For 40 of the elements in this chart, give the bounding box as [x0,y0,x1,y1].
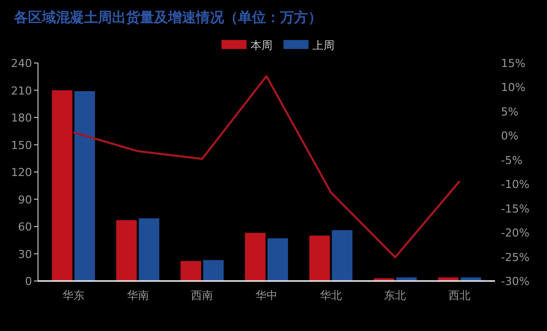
y-tick-label: 0 [25,275,32,288]
bar [74,91,95,281]
x-tick-label: 华北 [320,289,342,302]
y2-tick-label: 10% [501,81,526,94]
x-tick-label: 华南 [126,289,149,302]
legend-label: 上周 [312,39,334,52]
y2-tick-label: -25% [501,250,530,264]
y-tick-label: 120 [11,166,32,179]
bar [332,230,352,281]
bar [138,218,160,281]
y-tick-label: 90 [18,193,32,206]
x-tick-label: 华东 [62,289,84,302]
y2-tick-label: -20% [501,226,530,240]
y-tick-label: 240 [11,57,32,70]
chart-title: 各区域混凝土周出货量及增速情况（单位：万方） [13,9,322,26]
y2-tick-label: -10% [501,178,530,192]
y-tick-label: 30 [18,248,32,261]
legend-label: 本周 [250,39,272,52]
x-tick-label: 西北 [448,289,471,302]
y-tick-label: 150 [11,138,32,152]
y-tick-label: 60 [18,220,32,234]
y-tick-label: 210 [11,84,32,98]
y2-tick-label: 15% [501,57,526,70]
y2-tick-label: 0% [501,130,518,143]
bar [244,232,266,281]
y-tick-label: 180 [11,112,32,124]
x-tick-label: 东北 [384,289,406,302]
y2-tick-label: 5% [501,105,518,118]
line-series [72,75,461,258]
y2-tick-label: -30% [501,275,530,288]
y2-tick-label: -15% [501,202,530,216]
x-tick-label: 西南 [191,289,214,302]
x-tick-label: 华中 [256,289,278,302]
y2-tick-label: -5% [501,154,522,167]
bar [309,236,330,281]
bar [116,220,137,281]
bar [52,90,72,281]
bar [203,260,224,281]
bar [268,238,288,281]
bar [180,261,202,281]
